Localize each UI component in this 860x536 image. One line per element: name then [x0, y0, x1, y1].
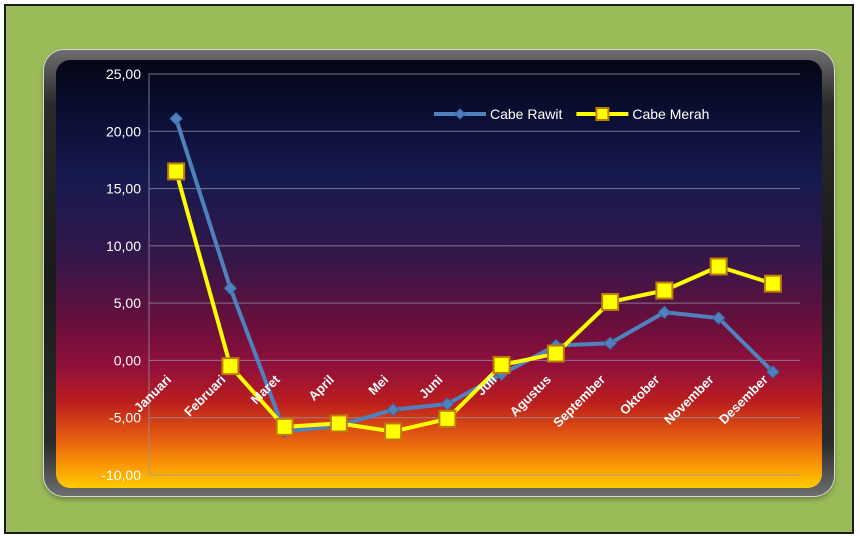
- legend-marker: [454, 108, 466, 120]
- legend-marker: [595, 107, 610, 121]
- y-tick-label: -10,00: [101, 467, 141, 483]
- y-tick-label: 15,00: [106, 181, 141, 197]
- x-tick-label: April: [305, 372, 337, 404]
- y-tick-label: -5,00: [109, 410, 141, 426]
- y-tick-label: 20,00: [106, 123, 141, 139]
- x-tick-label: Oktober: [617, 372, 663, 418]
- data-point-marker: [329, 414, 348, 433]
- data-point-marker: [169, 111, 183, 126]
- data-point-marker: [655, 281, 674, 300]
- data-point-marker: [601, 292, 620, 311]
- x-tick-label: Desember: [716, 372, 771, 427]
- data-point-marker: [223, 281, 238, 295]
- data-point-marker: [709, 257, 728, 276]
- data-point-marker: [167, 162, 186, 181]
- x-tick-label: Mei: [365, 372, 391, 398]
- data-point-marker: [546, 344, 565, 363]
- data-point-marker: [492, 356, 511, 375]
- data-point-marker: [221, 357, 240, 376]
- data-point-marker: [438, 409, 457, 428]
- x-tick-label: September: [550, 372, 608, 430]
- data-point-marker: [275, 417, 294, 436]
- data-point-marker: [603, 336, 617, 350]
- y-tick-label: 5,00: [114, 295, 141, 311]
- y-tick-label: 25,00: [106, 66, 141, 82]
- x-tick-label: Juni: [416, 372, 446, 402]
- y-tick-label: 10,00: [106, 238, 141, 254]
- series-line-1: [174, 118, 775, 434]
- data-point-marker: [384, 422, 403, 441]
- x-tick-label: Januari: [131, 372, 174, 415]
- legend-label: Cabe Merah: [632, 106, 709, 122]
- x-tick-label: November: [661, 372, 717, 428]
- data-point-marker: [763, 274, 782, 293]
- x-tick-label: Agustus: [507, 372, 554, 419]
- x-tick-label: Februari: [181, 372, 228, 419]
- data-point-marker: [766, 365, 780, 379]
- data-point-marker: [711, 311, 726, 325]
- legend-label: Cabe Rawit: [490, 106, 562, 122]
- line-chart: 25,00 20,00 15,00 10,00 5,00 0,00 -5,00 -10,00 J…: [101, 66, 800, 483]
- series-line-2: [174, 170, 774, 434]
- data-point-marker: [657, 305, 672, 320]
- data-point-marker: [386, 402, 400, 417]
- y-tick-label: 0,00: [114, 352, 141, 368]
